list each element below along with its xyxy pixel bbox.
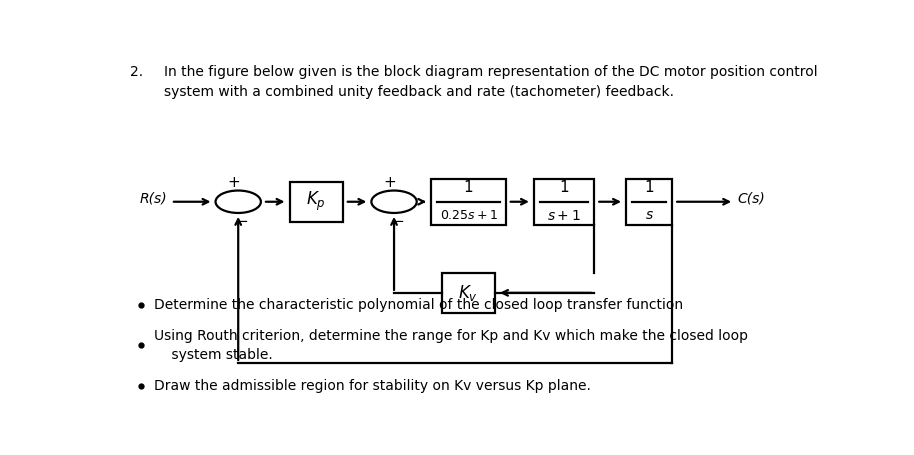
Text: 2.: 2. xyxy=(130,65,143,79)
Bar xyxy=(431,179,505,224)
Text: $s$: $s$ xyxy=(644,208,654,222)
Text: R(s): R(s) xyxy=(140,191,167,205)
Text: Draw the admissible region for stability on Kv versus Kp plane.: Draw the admissible region for stability… xyxy=(154,379,590,393)
Text: 1: 1 xyxy=(463,180,473,195)
Text: C(s): C(s) xyxy=(738,191,765,205)
Bar xyxy=(626,179,672,224)
Text: $0.25s+1$: $0.25s+1$ xyxy=(440,209,497,222)
Text: $K_v$: $K_v$ xyxy=(459,283,478,303)
Text: +: + xyxy=(228,175,240,190)
Bar xyxy=(441,273,495,313)
Text: −: − xyxy=(236,213,248,228)
Circle shape xyxy=(216,191,260,213)
Text: $K_p$: $K_p$ xyxy=(306,190,326,213)
Bar xyxy=(290,182,343,222)
Text: 1: 1 xyxy=(644,180,654,195)
Text: Using Routh criterion, determine the range for Kp and Kv which make the closed l: Using Routh criterion, determine the ran… xyxy=(154,329,748,362)
Text: 1: 1 xyxy=(559,180,569,195)
Bar xyxy=(534,179,594,224)
Circle shape xyxy=(371,191,417,213)
Text: −: − xyxy=(391,213,404,228)
Text: In the figure below given is the block diagram representation of the DC motor po: In the figure below given is the block d… xyxy=(164,65,817,99)
Text: $s+1$: $s+1$ xyxy=(547,209,581,223)
Text: +: + xyxy=(384,175,396,190)
Text: Determine the characteristic polynomial of the closed loop transfer function: Determine the characteristic polynomial … xyxy=(154,298,683,312)
